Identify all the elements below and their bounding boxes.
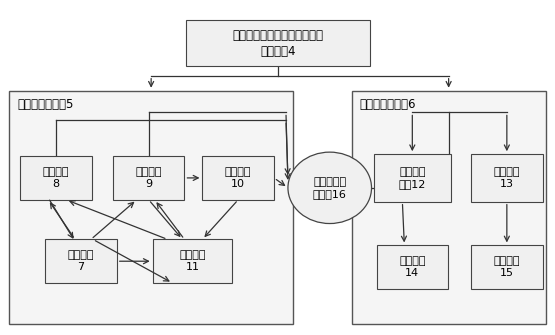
Text: 数据格式
转换12: 数据格式 转换12 bbox=[398, 167, 426, 189]
Text: 波形采集与显示5: 波形采集与显示5 bbox=[17, 98, 74, 111]
FancyBboxPatch shape bbox=[9, 91, 293, 324]
Text: 错误处理
11: 错误处理 11 bbox=[179, 250, 206, 272]
FancyBboxPatch shape bbox=[203, 156, 274, 200]
Ellipse shape bbox=[288, 152, 371, 223]
Text: 数字滤波
15: 数字滤波 15 bbox=[493, 256, 520, 278]
FancyBboxPatch shape bbox=[186, 20, 370, 66]
FancyBboxPatch shape bbox=[45, 240, 117, 283]
FancyBboxPatch shape bbox=[113, 156, 184, 200]
Text: 参数设置
8: 参数设置 8 bbox=[43, 167, 69, 189]
FancyBboxPatch shape bbox=[374, 154, 451, 202]
FancyBboxPatch shape bbox=[376, 245, 448, 289]
Text: 硬件驱动
7: 硬件驱动 7 bbox=[68, 250, 94, 272]
Text: 数据分析与处理6: 数据分析与处理6 bbox=[360, 98, 416, 111]
FancyBboxPatch shape bbox=[471, 245, 543, 289]
Text: 波形采集显示和数据分析处理
软件系统4: 波形采集显示和数据分析处理 软件系统4 bbox=[233, 28, 324, 58]
FancyBboxPatch shape bbox=[352, 91, 546, 324]
Text: 波形提取
13: 波形提取 13 bbox=[493, 167, 520, 189]
Text: 波形显示
10: 波形显示 10 bbox=[225, 167, 251, 189]
Text: 波形数据存
储队列16: 波形数据存 储队列16 bbox=[313, 177, 347, 199]
FancyBboxPatch shape bbox=[21, 156, 92, 200]
FancyBboxPatch shape bbox=[471, 154, 543, 202]
Text: 频谱分析
14: 频谱分析 14 bbox=[399, 256, 426, 278]
Text: 数据读写
9: 数据读写 9 bbox=[135, 167, 162, 189]
FancyBboxPatch shape bbox=[153, 240, 232, 283]
